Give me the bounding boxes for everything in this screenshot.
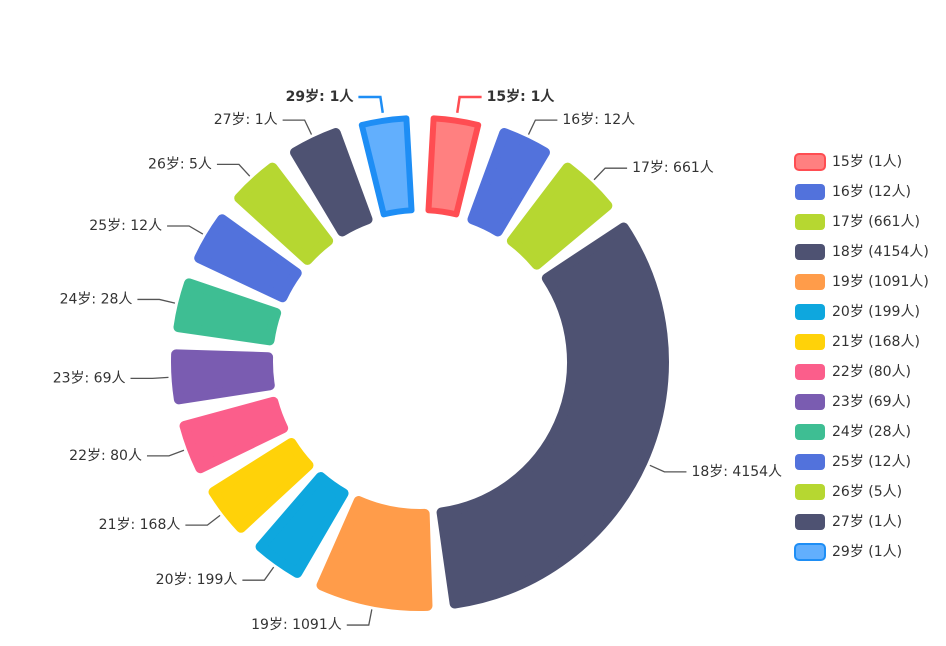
- legend-swatch: [795, 274, 825, 290]
- slice: [506, 162, 613, 270]
- legend-swatch: [794, 153, 826, 171]
- slice: [208, 437, 314, 533]
- slice: [467, 128, 550, 237]
- legend-label: 21岁 (168人): [832, 334, 920, 350]
- label-line: [456, 95, 482, 113]
- legend-label: 27岁 (1人): [832, 514, 902, 530]
- data-label: 19岁: 1091人: [251, 617, 342, 633]
- slice: [173, 278, 282, 346]
- slice: [316, 496, 433, 611]
- legend-swatch: [795, 364, 825, 380]
- legend-swatch: [795, 394, 825, 410]
- legend-label: 17岁 (661人): [832, 214, 920, 230]
- legend-swatch: [795, 214, 825, 230]
- slice: [255, 472, 349, 578]
- legend-label: 22岁 (80人): [832, 364, 911, 380]
- label-line: [527, 119, 558, 135]
- slice: [234, 162, 334, 265]
- legend-swatch: [795, 514, 825, 530]
- label-line: [167, 225, 204, 235]
- slice: [290, 128, 373, 237]
- legend-label: 24岁 (28人): [832, 424, 911, 440]
- label-line: [649, 464, 687, 473]
- label-line: [282, 119, 313, 135]
- legend-swatch: [795, 304, 825, 320]
- data-label: 22岁: 80人: [69, 448, 142, 464]
- legend-label: 19岁 (1091人): [832, 274, 929, 290]
- legend-label: 16岁 (12人): [832, 184, 911, 200]
- legend-label: 29岁 (1人): [832, 544, 902, 560]
- data-label: 15岁: 1人: [487, 88, 556, 105]
- data-label: 23岁: 69人: [53, 370, 126, 386]
- legend-label: 25岁 (12人): [832, 454, 911, 470]
- legend-label: 18岁 (4154人): [832, 244, 929, 260]
- slice: [358, 115, 415, 218]
- legend-label: 20岁 (199人): [832, 304, 920, 320]
- legend-label: 15岁 (1人): [832, 154, 902, 170]
- data-label: 18岁: 4154人: [691, 464, 782, 480]
- slice: [194, 214, 302, 303]
- legend-swatch: [795, 454, 825, 470]
- data-label: 21岁: 168人: [99, 517, 181, 533]
- label-line: [216, 163, 251, 177]
- label-line: [593, 167, 628, 181]
- legend-swatch: [795, 424, 825, 440]
- legend-swatch: [795, 334, 825, 350]
- label-line: [146, 449, 185, 457]
- slice: [436, 222, 669, 609]
- legend-label: 26岁 (5人): [832, 484, 902, 500]
- slice: [179, 396, 289, 474]
- data-label: 26岁: 5人: [148, 156, 212, 172]
- data-label: 17岁: 661人: [632, 160, 714, 176]
- slice: [171, 349, 275, 405]
- label-line: [185, 514, 221, 526]
- legend-swatch: [795, 484, 825, 500]
- label-line: [358, 95, 384, 113]
- slice: [425, 115, 482, 218]
- label-line: [137, 298, 176, 304]
- label-line: [242, 566, 275, 581]
- data-label: 25岁: 12人: [89, 218, 162, 234]
- label-line: [130, 376, 169, 380]
- data-label: 16岁: 12人: [562, 112, 635, 128]
- label-line: [346, 609, 373, 626]
- legend-swatch: [794, 543, 826, 561]
- legend-label: 23岁 (69人): [832, 394, 911, 410]
- data-label: 27岁: 1人: [214, 112, 278, 128]
- data-label: 20岁: 199人: [156, 572, 238, 588]
- data-label: 29岁: 1人: [286, 88, 355, 105]
- legend-swatch: [795, 184, 825, 200]
- data-label: 24岁: 28人: [60, 291, 133, 307]
- legend-swatch: [795, 244, 825, 260]
